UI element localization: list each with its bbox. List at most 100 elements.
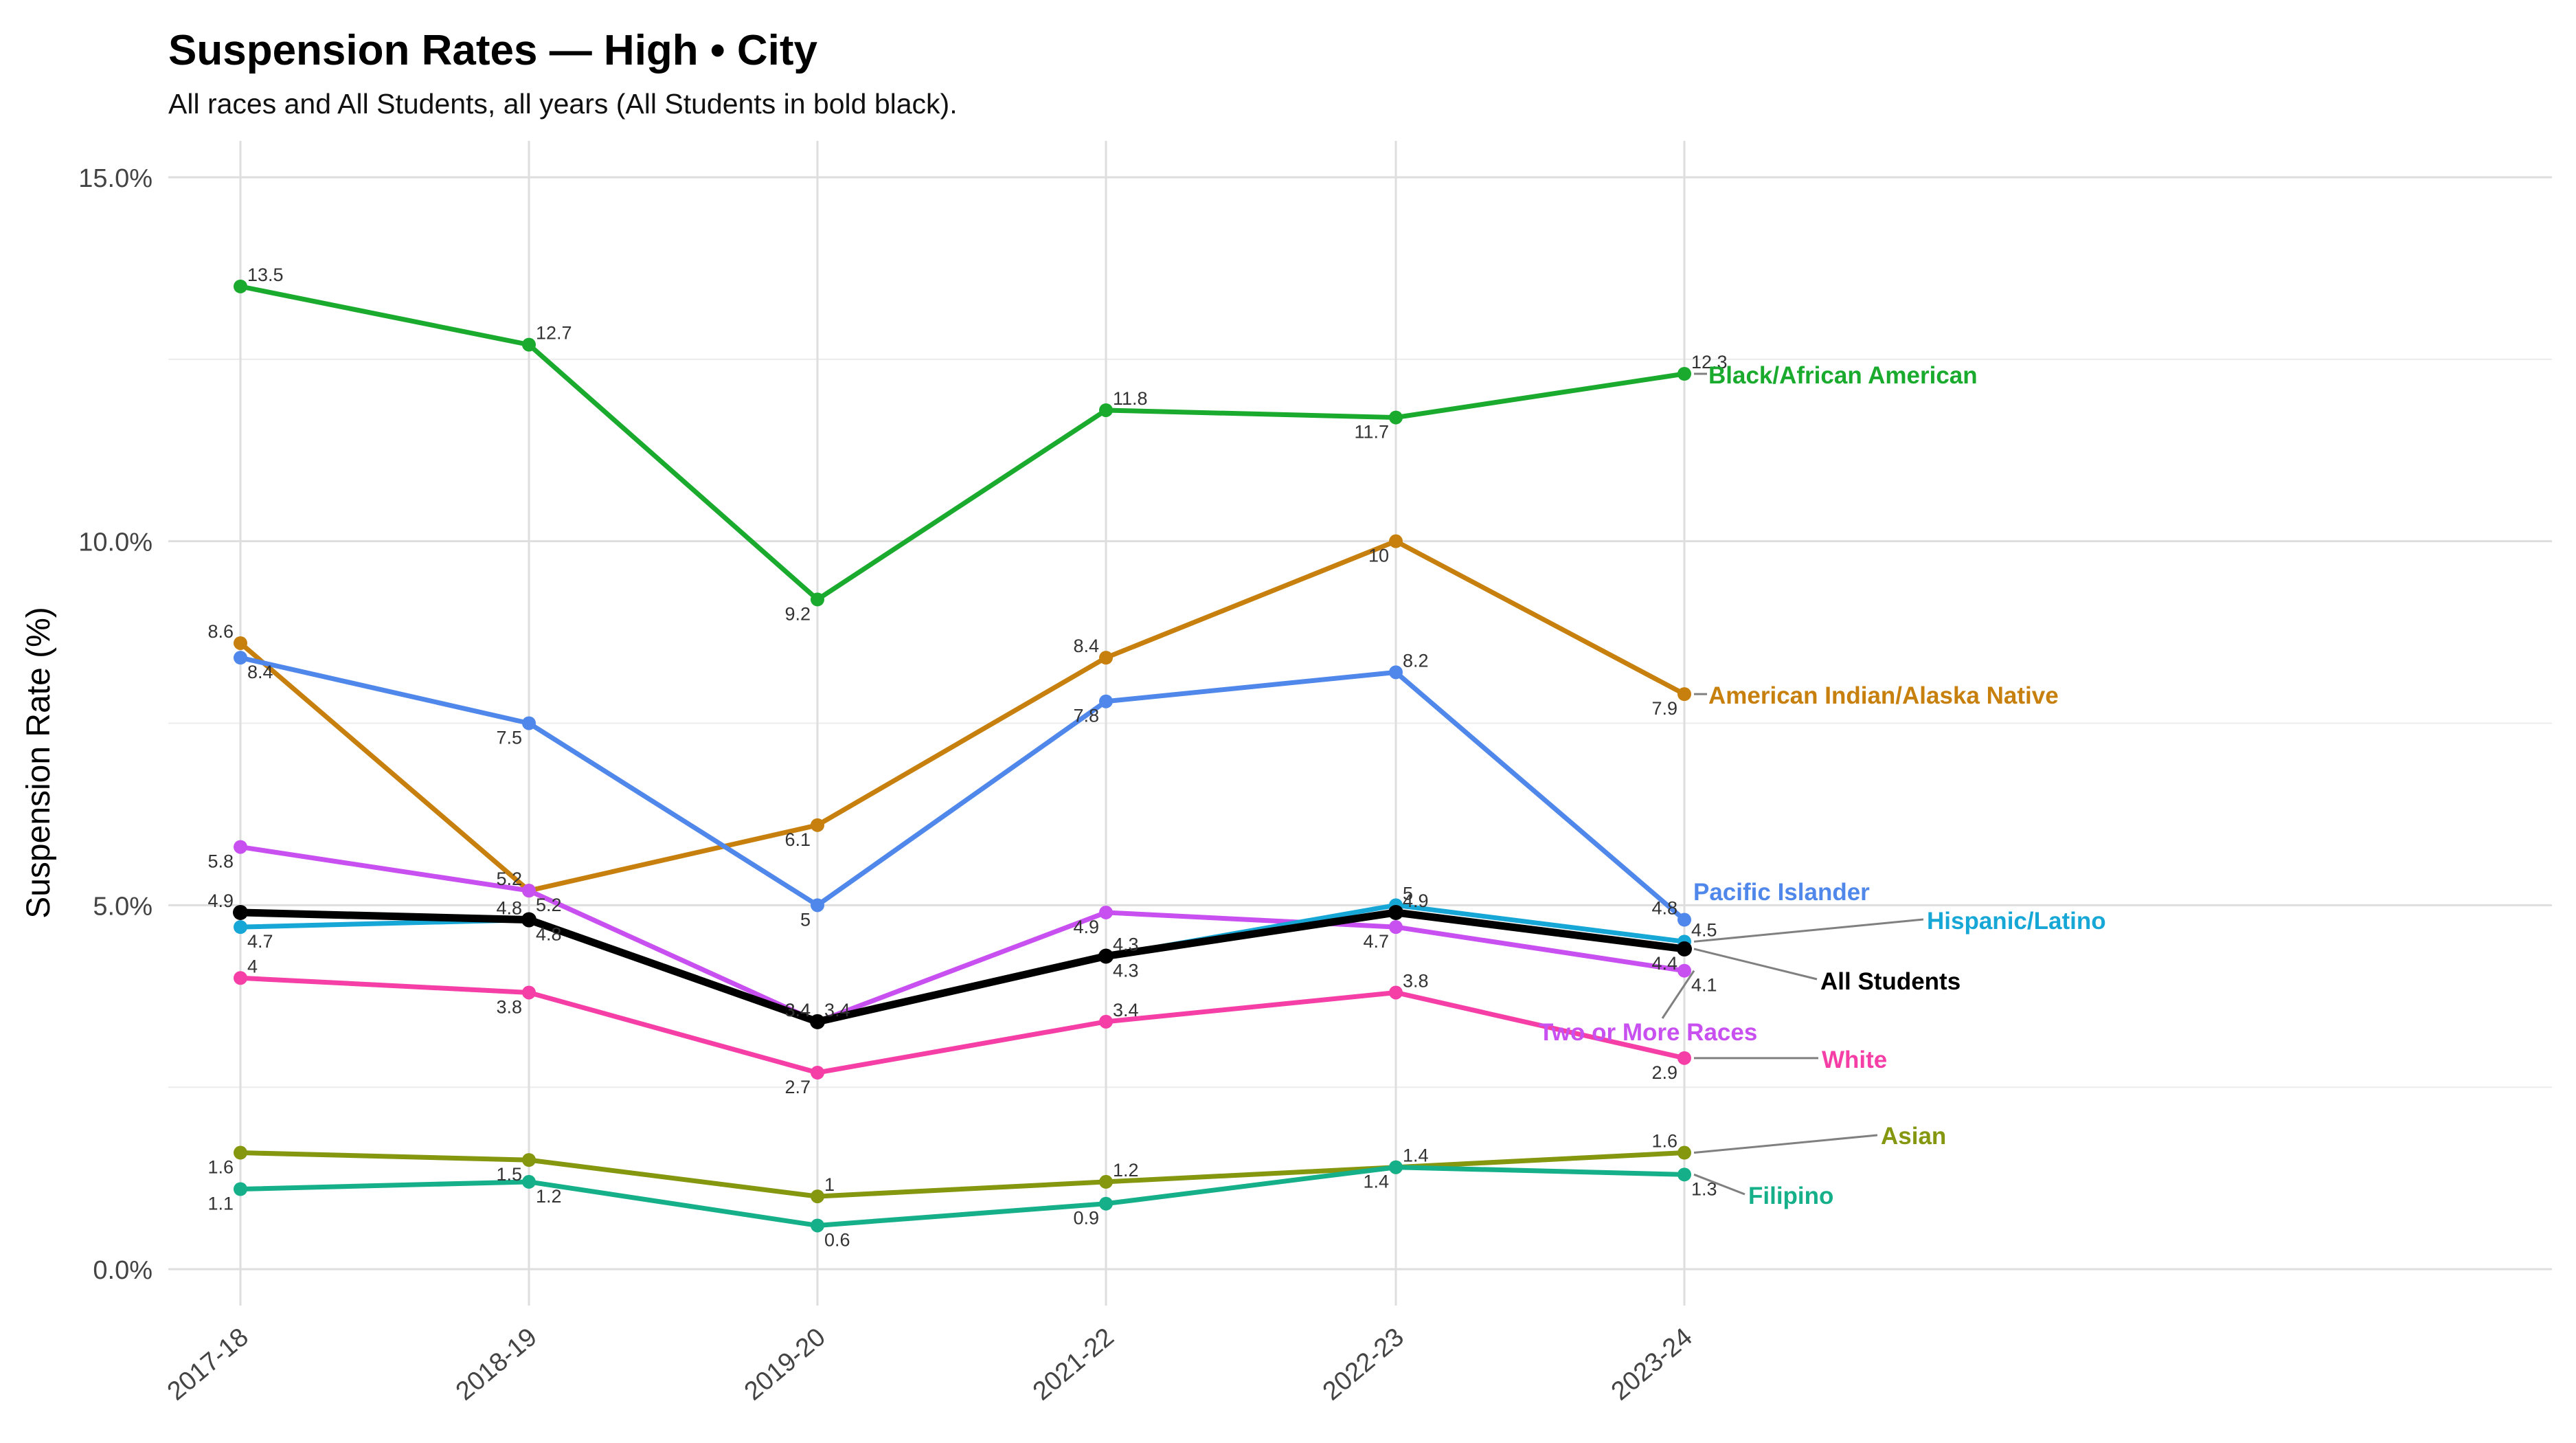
- data-label-hispanic-latino: 4.7: [247, 931, 273, 952]
- data-point-black-african-american: [811, 592, 824, 607]
- series-line-all-students: [236, 908, 1688, 1026]
- x-tick-label: 2019-20: [739, 1323, 831, 1407]
- data-label-white: 4: [247, 956, 258, 976]
- data-label-two-or-more-races: 4.9: [1073, 917, 1099, 937]
- y-tick-label: 5.0%: [93, 892, 152, 921]
- data-point-two-or-more-races: [522, 884, 536, 898]
- data-label-filipino: 1.2: [536, 1186, 562, 1207]
- data-label-all-students: 3.4: [784, 1000, 811, 1020]
- data-label-white: 2.7: [784, 1077, 811, 1097]
- data-label-pacific-islander: 7.5: [496, 728, 522, 748]
- data-point-black-african-american: [522, 337, 536, 352]
- series-label-filipino: Filipino: [1748, 1183, 1833, 1209]
- data-label-two-or-more-races: 5.2: [536, 895, 562, 915]
- data-label-all-students: 4.8: [496, 898, 522, 919]
- y-tick-label: 15.0%: [78, 164, 152, 193]
- data-label-american-indian-alaska-native: 8.4: [1073, 636, 1099, 656]
- data-label-all-students: 4.9: [207, 891, 234, 911]
- data-label-asian: 1.6: [1651, 1131, 1677, 1152]
- data-point-all-students: [810, 1014, 825, 1029]
- leader-line-two-or-more-races: [1661, 970, 1695, 1019]
- data-label-two-or-more-races: 4.7: [1363, 931, 1389, 952]
- data-point-american-indian-alaska-native: [1677, 687, 1691, 702]
- data-label-asian: 1.6: [207, 1157, 234, 1178]
- data-point-filipino: [522, 1174, 536, 1189]
- leader-line-asian: [1693, 1134, 1878, 1154]
- data-label-pacific-islander: 7.8: [1073, 706, 1099, 726]
- data-labels: 13.512.79.211.811.712.38.65.26.18.4107.9…: [207, 265, 1727, 1251]
- data-point-black-african-american: [1099, 403, 1113, 417]
- data-label-asian: 1.5: [496, 1164, 522, 1185]
- data-point-all-students: [233, 904, 248, 920]
- leader-line-all-students: [1693, 948, 1818, 981]
- data-point-filipino: [1389, 1160, 1403, 1174]
- x-tick-label: 2023-24: [1606, 1323, 1698, 1407]
- series-end-labels: Black/African American American Indian/Al…: [1539, 362, 2106, 1209]
- x-tick-label: 2017-18: [162, 1323, 254, 1407]
- data-label-black-african-american: 9.2: [784, 603, 811, 624]
- series-label-black-african-american: Black/African American: [1708, 362, 1978, 389]
- data-point-asian: [234, 1145, 247, 1160]
- data-label-hispanic-latino: 5: [1403, 883, 1413, 904]
- series-label-white: White: [1822, 1047, 1887, 1073]
- series-label-pacific-islander: Pacific Islander: [1693, 879, 1870, 906]
- data-point-all-students: [1098, 948, 1114, 964]
- data-label-pacific-islander: 8.2: [1403, 650, 1429, 671]
- chart-title: Suspension Rates — High • City: [168, 27, 817, 74]
- data-label-filipino: 1.1: [207, 1194, 234, 1214]
- data-point-pacific-islander: [234, 651, 247, 665]
- data-point-american-indian-alaska-native: [234, 636, 247, 650]
- series: [233, 279, 1692, 1233]
- data-label-all-students: 4.9: [1403, 891, 1429, 911]
- data-label-asian: 1: [824, 1174, 835, 1195]
- data-label-black-african-american: 11.8: [1113, 388, 1148, 409]
- y-tick-label: 0.0%: [93, 1256, 152, 1285]
- x-tick-label: 2021-22: [1028, 1323, 1120, 1407]
- data-point-filipino: [1677, 1167, 1691, 1182]
- data-point-white: [522, 985, 536, 1000]
- data-point-filipino: [234, 1182, 247, 1196]
- data-point-black-african-american: [1677, 367, 1691, 381]
- data-label-hispanic-latino: 4.3: [1113, 961, 1139, 981]
- data-point-white: [811, 1066, 824, 1080]
- data-label-white: 3.8: [1403, 970, 1429, 991]
- series-line-filipino: [238, 1165, 1687, 1228]
- leader-line-filipino: [1693, 1173, 1745, 1196]
- data-point-two-or-more-races: [1099, 905, 1113, 919]
- data-point-white: [234, 971, 247, 985]
- data-point-asian: [522, 1153, 536, 1167]
- data-point-two-or-more-races: [234, 840, 247, 854]
- data-label-asian: 1.4: [1403, 1145, 1429, 1166]
- data-point-filipino: [811, 1218, 824, 1233]
- x-tick-label: 2018-19: [451, 1323, 543, 1407]
- data-point-pacific-islander: [1099, 694, 1113, 708]
- series-line-american-indian-alaska-native: [238, 539, 1687, 893]
- data-label-asian: 1.2: [1113, 1160, 1139, 1181]
- data-label-two-or-more-races: 3.4: [784, 1000, 811, 1020]
- series-line-pacific-islander: [238, 655, 1687, 923]
- x-tick-label: 2022-23: [1318, 1323, 1410, 1407]
- data-label-filipino: 1.4: [1363, 1172, 1389, 1192]
- series-label-hispanic-latino: Hispanic/Latino: [1927, 908, 2106, 935]
- data-point-pacific-islander: [1389, 665, 1403, 680]
- data-label-hispanic-latino: 4.8: [536, 924, 562, 945]
- data-label-hispanic-latino: 4.5: [1691, 919, 1717, 940]
- chart-subtitle: All races and All Students, all years (A…: [168, 88, 958, 120]
- data-label-two-or-more-races: 4.1: [1691, 975, 1717, 996]
- series-label-american-indian-alaska-native: American Indian/Alaska Native: [1708, 682, 2059, 709]
- series-line-asian: [238, 1150, 1687, 1199]
- data-point-all-students: [1388, 904, 1403, 920]
- data-label-american-indian-alaska-native: 10: [1368, 546, 1389, 566]
- data-label-hispanic-latino: 3.4: [824, 1000, 850, 1020]
- y-axis-label: Suspension Rate (%): [21, 607, 57, 919]
- series-line-black-african-american: [238, 284, 1687, 602]
- data-label-all-students: 4.3: [1113, 935, 1139, 955]
- data-label-white: 3.4: [1113, 1000, 1139, 1020]
- data-point-pacific-islander: [1677, 913, 1691, 927]
- data-label-pacific-islander: 8.4: [247, 662, 273, 682]
- data-label-american-indian-alaska-native: 8.6: [207, 621, 234, 642]
- series-line-white: [238, 975, 1687, 1075]
- data-point-all-students: [521, 912, 536, 928]
- data-label-pacific-islander: 4.8: [1651, 898, 1677, 919]
